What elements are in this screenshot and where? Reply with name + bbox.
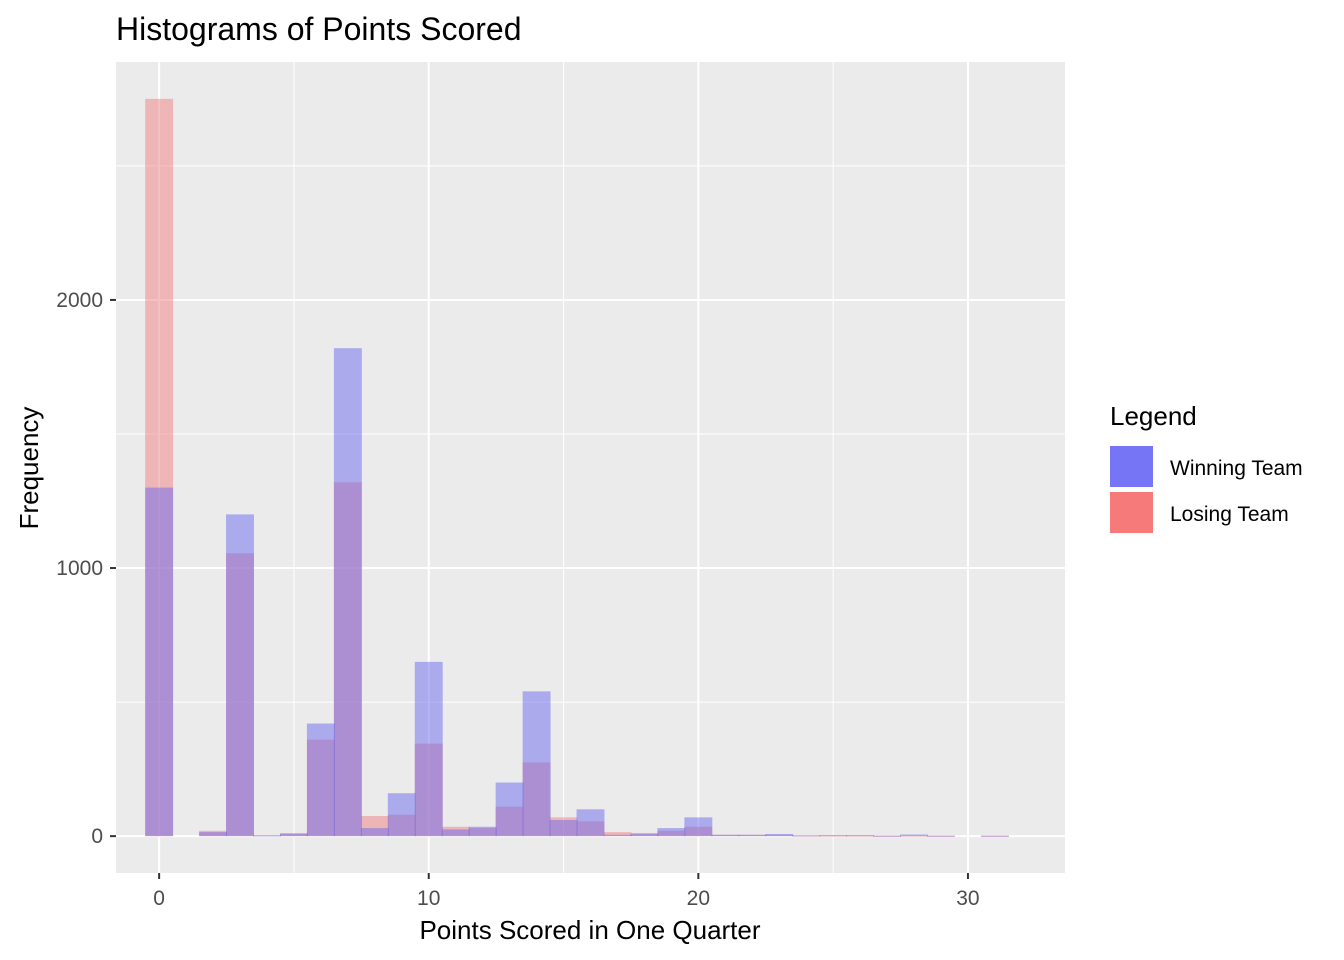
y-tick-label: 0 [91, 825, 103, 848]
losing-team-bar [603, 832, 632, 837]
winning-team-bar [226, 514, 254, 837]
x-tick-label: 20 [687, 887, 710, 910]
winning-team-bar [253, 835, 281, 837]
winning-team-bar [846, 835, 875, 837]
legend-swatch-losing-team [1110, 492, 1153, 533]
winning-team-bar [576, 809, 605, 837]
legend-label-winning-team: Winning Team [1170, 457, 1303, 480]
x-tick-label: 30 [956, 887, 979, 910]
winning-team-bar [792, 835, 821, 837]
legend-swatch-winning-team [1110, 446, 1153, 487]
chart-title: Histograms of Points Scored [116, 11, 522, 47]
winning-team-bar [927, 835, 955, 837]
minor-gridlines [116, 62, 1065, 873]
winning-team-bar [711, 834, 740, 837]
winning-team-bar [495, 782, 524, 837]
winning-team-bar [199, 832, 228, 837]
winning-team-bar [360, 828, 389, 837]
winning-team-bar [657, 828, 686, 837]
winning-team-bar [900, 834, 928, 837]
y-tick-label: 2000 [56, 289, 103, 312]
x-tick-label: 0 [153, 887, 165, 910]
winning-team-bar [873, 835, 902, 837]
winning-team-bar [333, 348, 362, 837]
winning-team-bar [549, 820, 578, 837]
winning-team-bar [819, 835, 848, 837]
y-tick-label: 1000 [56, 557, 103, 580]
winning-team-bar [414, 661, 443, 837]
winning-team-bar [684, 817, 713, 837]
plot-panel [116, 62, 1065, 873]
winning-team-bar [441, 829, 470, 837]
winning-team-bar [279, 833, 308, 837]
winning-team-bar [306, 723, 335, 837]
x-tick-label: 10 [417, 887, 440, 910]
winning-team-bar [468, 826, 497, 837]
x-axis-title: Points Scored in One Quarter [419, 915, 760, 945]
winning-team-bar [738, 834, 767, 837]
axis-tick-labels: 0 10 20 30 0 1000 2000 [56, 289, 979, 910]
winning-team-bar [630, 833, 659, 837]
legend-label-losing-team: Losing Team [1170, 503, 1289, 526]
winning-team-bar [980, 835, 1009, 837]
winning-team-bar [522, 691, 551, 837]
winning-team-bar [603, 834, 632, 837]
winning-team-bars [145, 348, 1009, 837]
winning-team-bar [765, 833, 794, 837]
winning-team-bar [387, 793, 416, 837]
y-axis-title: Frequency [14, 407, 44, 530]
winning-team-bar [145, 487, 174, 837]
legend-title: Legend [1110, 401, 1197, 431]
axis-ticks [110, 298, 969, 879]
legend: Legend Winning Team Losing Team [1110, 401, 1303, 533]
